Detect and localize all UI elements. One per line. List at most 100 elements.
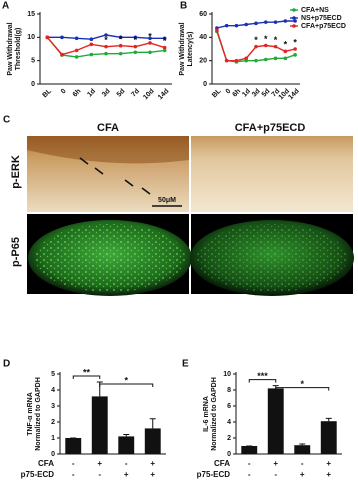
x-tick-label: 1d: [241, 88, 252, 99]
point: [133, 35, 138, 40]
annotation: *: [148, 31, 152, 41]
point: [224, 23, 229, 28]
bar: [91, 396, 108, 454]
annotation: *: [293, 37, 297, 47]
x-tick-label: BL: [211, 87, 223, 99]
legend-label: NS+p75ECD: [301, 15, 342, 22]
y-axis-label: Normalized to GAPDH: [211, 377, 218, 451]
bar: [65, 438, 82, 454]
point: [244, 22, 249, 27]
condition-level: +: [150, 459, 155, 468]
significance-bracket: [248, 379, 277, 383]
x-tick-label: 7d: [130, 88, 141, 99]
annotation: *: [284, 40, 288, 50]
significance-label: *: [300, 379, 304, 389]
y-axis-label: Threshold(g): [15, 28, 22, 71]
y-tick-label: 10: [223, 371, 231, 378]
point: [283, 49, 288, 54]
error-bar: [325, 417, 332, 422]
error-bar: [149, 418, 156, 429]
point: [254, 58, 258, 63]
condition-level: -: [274, 470, 277, 479]
point: [234, 23, 239, 28]
x-tick-label: 3d: [101, 88, 112, 99]
column-title: CFA: [97, 122, 119, 134]
point: [263, 57, 268, 62]
point: [244, 56, 249, 61]
x-tick-label: 6h: [72, 88, 83, 99]
condition-level: -: [125, 459, 128, 468]
y-tick-label: 0: [51, 451, 55, 458]
point: [283, 19, 288, 23]
x-tick-label: 14d: [157, 88, 170, 101]
y-tick-label: 20: [199, 58, 207, 65]
x-tick-label: 6h: [231, 88, 242, 99]
y-tick-label: 4: [51, 387, 55, 394]
scale-label: 50μM: [158, 197, 176, 204]
condition-level: +: [273, 459, 278, 468]
condition-level: +: [150, 470, 155, 479]
point: [273, 44, 278, 49]
y-tick-label: 6: [227, 403, 231, 410]
y-tick-label: 5: [51, 371, 55, 378]
point: [89, 52, 94, 57]
panel-letter: E: [182, 359, 189, 370]
point: [74, 48, 79, 53]
point: [263, 20, 268, 24]
legend-marker: [292, 24, 296, 28]
y-axis-label: Latency(s): [187, 31, 194, 66]
x-tick-label: 7d: [271, 88, 282, 99]
y-tick-label: 15: [27, 11, 35, 18]
annotation: *: [163, 36, 167, 46]
point: [148, 50, 152, 55]
significance-label: ***: [257, 371, 268, 381]
point: [273, 56, 278, 61]
point: [104, 33, 108, 37]
point: [148, 36, 152, 41]
annotation: *: [254, 35, 258, 45]
point: [118, 35, 123, 40]
x-tick-label: 0: [225, 88, 233, 96]
condition-level: -: [301, 459, 304, 468]
bar: [118, 436, 135, 454]
point: [89, 37, 94, 41]
cells: [197, 224, 347, 292]
panel-c: C CFA CFA+p75ECD p-ERK p-P65 50μM: [3, 115, 354, 296]
legend-label: CFA+NS: [301, 7, 329, 14]
bar: [294, 445, 311, 454]
annotation: *: [104, 35, 108, 45]
point: [293, 53, 297, 57]
point: [293, 47, 297, 51]
y-tick-label: 2: [227, 435, 231, 442]
point: [104, 51, 108, 56]
condition-level: +: [97, 459, 102, 468]
condition-level: +: [300, 470, 305, 479]
condition-level: +: [326, 470, 331, 479]
y-tick-label: 2: [51, 419, 55, 426]
error-bar: [123, 433, 130, 437]
row-title: p-P65: [10, 237, 22, 267]
point: [273, 20, 278, 24]
y-tick-label: 0: [227, 451, 231, 458]
y-axis-label: Normalized to GAPDH: [35, 377, 42, 451]
y-tick-label: 60: [199, 11, 207, 18]
point: [133, 44, 138, 49]
y-tick-label: 5: [31, 58, 35, 65]
panel-letter: D: [3, 359, 10, 370]
significance-label: **: [83, 367, 91, 377]
y-tick-label: 0: [31, 81, 35, 88]
condition-level: +: [124, 470, 129, 479]
panel-letter: B: [180, 1, 187, 12]
legend-marker: [292, 8, 296, 12]
y-axis-label: TNF-α mRNA: [27, 392, 34, 436]
x-tick-label: 3d: [251, 88, 262, 99]
y-tick-label: 3: [51, 403, 55, 410]
x-tick-label: 0: [60, 88, 68, 96]
condition-level: +: [326, 459, 331, 468]
condition-name: CFA: [38, 459, 54, 468]
condition-level: -: [72, 459, 75, 468]
point: [148, 41, 152, 45]
legend-marker: [292, 16, 296, 20]
point: [60, 52, 64, 57]
